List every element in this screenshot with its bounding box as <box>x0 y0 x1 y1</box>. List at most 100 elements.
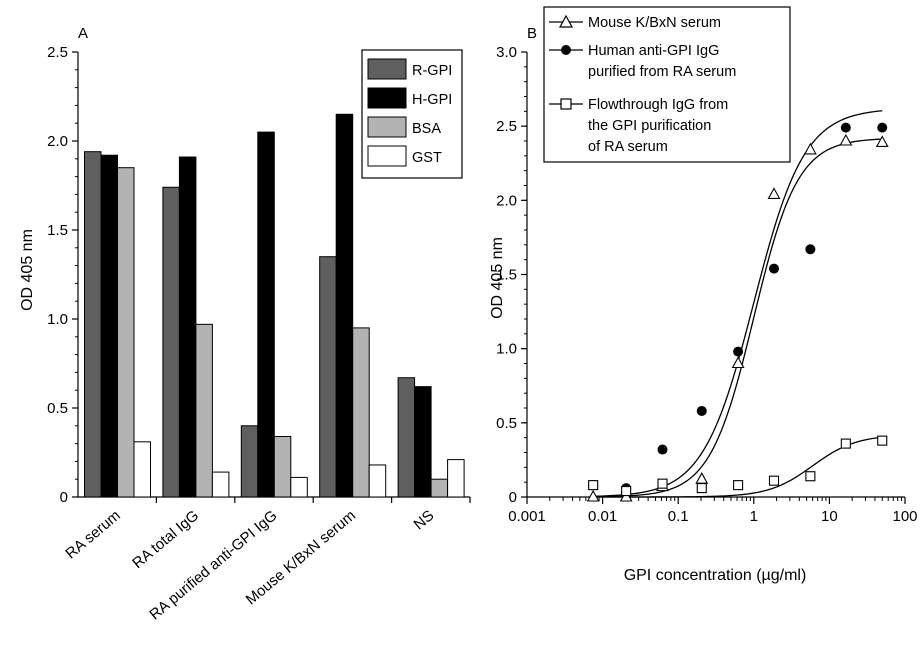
legend-swatch-gst <box>367 145 407 167</box>
category-label: NS <box>410 507 437 533</box>
x-tick-label: 100 <box>892 508 917 525</box>
bar-bsa-5 <box>430 478 449 498</box>
legend-label-bsa: BSA <box>412 121 441 137</box>
legend-label-flow-2: the GPI purification <box>588 118 711 134</box>
legend-label-r-gpi: R-GPI <box>412 63 452 79</box>
bar-h-gpi-1 <box>100 154 118 498</box>
y-tick-label: 0.5 <box>47 400 68 417</box>
point-mouse-serum <box>803 142 817 155</box>
y-tick-label: 2.5 <box>496 118 517 135</box>
x-tick-label: 1 <box>750 508 758 525</box>
panel-b-data-points <box>586 122 889 502</box>
point-mouse-serum <box>875 135 889 148</box>
bar-gst-2 <box>211 471 230 498</box>
panel-a-bars <box>84 113 465 498</box>
point-mouse-serum <box>839 133 853 146</box>
legend-label-gst: GST <box>412 150 442 166</box>
point-human-anti-gpi <box>805 244 816 255</box>
y-tick-label: 2.5 <box>47 44 68 61</box>
point-human-anti-gpi <box>696 405 707 416</box>
y-tick-label: 0 <box>60 489 68 506</box>
point-flowthrough <box>877 435 888 446</box>
panel-a-label: A <box>78 25 88 42</box>
bar-bsa-2 <box>195 323 213 498</box>
y-tick-label: 1.0 <box>47 311 68 328</box>
point-human-anti-gpi <box>877 122 888 133</box>
point-human-anti-gpi <box>733 346 744 357</box>
point-flowthrough <box>805 471 816 482</box>
panel-b-y-axis-label: OD 405 nm <box>489 237 506 319</box>
bar-bsa-3 <box>273 435 292 498</box>
bar-gst-5 <box>447 459 465 498</box>
category-label: RA purified anti-GPI IgG <box>146 507 280 623</box>
point-mouse-serum <box>586 489 600 502</box>
point-flowthrough <box>621 486 632 497</box>
category-label: RA serum <box>62 507 123 562</box>
panel-a-y-ticks: 0 0.5 1.0 1.5 2.0 2.5 <box>47 44 78 506</box>
bar-gst-4 <box>368 464 387 498</box>
panel-a-legend: R-GPI H-GPI BSA GST <box>361 49 463 179</box>
fit-curve-series-3 <box>593 436 883 498</box>
bar-bsa-1 <box>117 167 135 498</box>
panel-b-fit-curves <box>593 110 883 498</box>
panel-a-y-axis-label: OD 405 nm <box>19 229 36 311</box>
panel-b-x-ticks: 0.001 0.01 0.1 1 10 100 <box>508 497 918 525</box>
panel-b-dose-response-chart: B OD 405 nm GPI concentration (µg/ml) 00… <box>489 6 918 584</box>
bar-r-gpi-5 <box>397 377 416 498</box>
legend-label-mouse-serum: Mouse K/BxN serum <box>588 15 721 31</box>
point-human-anti-gpi <box>768 263 779 274</box>
bar-h-gpi-5 <box>414 386 432 498</box>
point-mouse-serum <box>731 356 745 369</box>
legend-label-flow-1: Flowthrough IgG from <box>588 97 728 113</box>
point-flowthrough <box>768 475 780 486</box>
fit-curve-series-2 <box>593 110 883 497</box>
panel-b-y-ticks: 0 0.5 1.0 1.5 2.0 2.5 3.0 <box>496 44 527 506</box>
y-tick-label: 3.0 <box>496 44 517 61</box>
bar-gst-3 <box>290 476 308 498</box>
bar-r-gpi-3 <box>240 425 259 498</box>
legend-swatch-bsa <box>367 116 407 138</box>
legend-swatch-h-gpi <box>367 87 407 109</box>
category-label: RA total IgG <box>129 507 202 572</box>
point-mouse-serum <box>695 472 709 484</box>
bar-h-gpi-4 <box>335 113 354 498</box>
legend-swatch-r-gpi <box>367 58 407 80</box>
bar-r-gpi-1 <box>84 151 102 498</box>
bar-h-gpi-2 <box>178 156 197 498</box>
point-flowthrough <box>733 480 744 491</box>
legend-label-human-1: Human anti-GPI IgG <box>588 43 719 59</box>
panel-a-bar-chart: A OD 405 nm 00.51.01.52.02.5 RA serum RA … <box>19 25 471 623</box>
point-mouse-serum <box>767 187 781 199</box>
x-tick-label: 10 <box>821 508 838 525</box>
point-flowthrough <box>696 483 707 494</box>
y-tick-label: 1.0 <box>496 341 517 358</box>
legend-label-h-gpi: H-GPI <box>412 92 452 108</box>
point-flowthrough <box>588 480 599 491</box>
bar-bsa-4 <box>352 327 370 498</box>
x-tick-label: 0.01 <box>588 508 617 525</box>
panel-b-legend: Mouse K/BxN serum Human anti-GPI IgG pur… <box>543 6 791 163</box>
legend-label-human-2: purified from RA serum <box>588 64 736 80</box>
fit-curve-series-1 <box>593 138 883 498</box>
legend-circle-marker <box>561 45 571 55</box>
legend-triangle-marker <box>558 14 574 28</box>
point-flowthrough <box>840 438 851 449</box>
bar-gst-1 <box>133 441 151 498</box>
x-tick-label: 0.001 <box>508 508 546 525</box>
legend-square-marker <box>560 98 572 110</box>
bar-r-gpi-2 <box>162 186 180 498</box>
bar-h-gpi-3 <box>257 131 275 498</box>
x-tick-label: 0.1 <box>668 508 689 525</box>
point-human-anti-gpi <box>840 122 851 133</box>
point-flowthrough <box>657 478 668 489</box>
panel-a-x-ticks <box>155 497 471 503</box>
point-human-anti-gpi <box>657 444 668 455</box>
bar-r-gpi-4 <box>319 256 337 498</box>
panel-b-legend-box <box>543 6 791 163</box>
y-tick-label: 1.5 <box>496 267 517 284</box>
y-tick-label: 2.0 <box>47 133 68 150</box>
y-tick-label: 2.0 <box>496 192 517 209</box>
y-tick-label: 1.5 <box>47 222 68 239</box>
